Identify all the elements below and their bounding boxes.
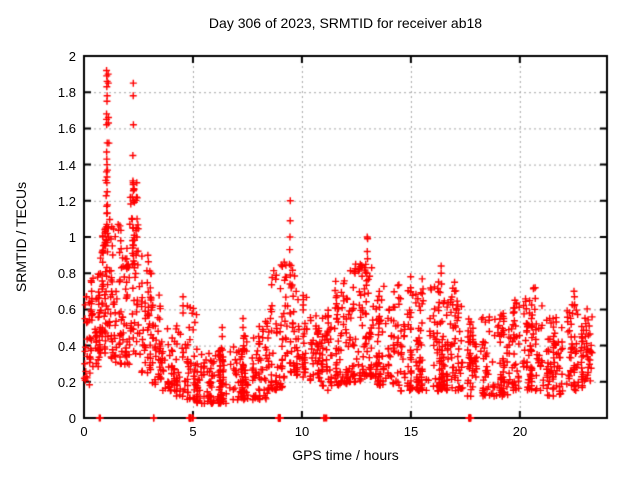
- x-tick-label: 0: [80, 424, 88, 439]
- y-axis-label: SRMTID / TECUs: [13, 181, 29, 293]
- y-tick-label: 1.4: [57, 158, 76, 173]
- y-tick-label: 1.6: [57, 121, 76, 136]
- y-tick-label: 0.6: [57, 302, 76, 317]
- x-tick-label: 5: [189, 424, 197, 439]
- x-axis-label: GPS time / hours: [292, 447, 399, 463]
- x-tick-label: 15: [403, 424, 419, 439]
- x-tick-label: 10: [294, 424, 310, 439]
- y-tick-label: 0.4: [57, 339, 76, 354]
- y-tick-label: 1: [68, 230, 76, 245]
- y-tick-label: 0.2: [57, 375, 76, 390]
- y-tick-label: 0.8: [57, 266, 76, 281]
- chart-title: Day 306 of 2023, SRMTID for receiver ab1…: [208, 15, 483, 31]
- x-tick-label: 20: [512, 424, 528, 439]
- y-tick-label: 1.8: [57, 85, 76, 100]
- y-tick-label: 2: [68, 49, 76, 64]
- y-tick-label: 0: [68, 411, 76, 426]
- y-tick-label: 1.2: [57, 194, 76, 209]
